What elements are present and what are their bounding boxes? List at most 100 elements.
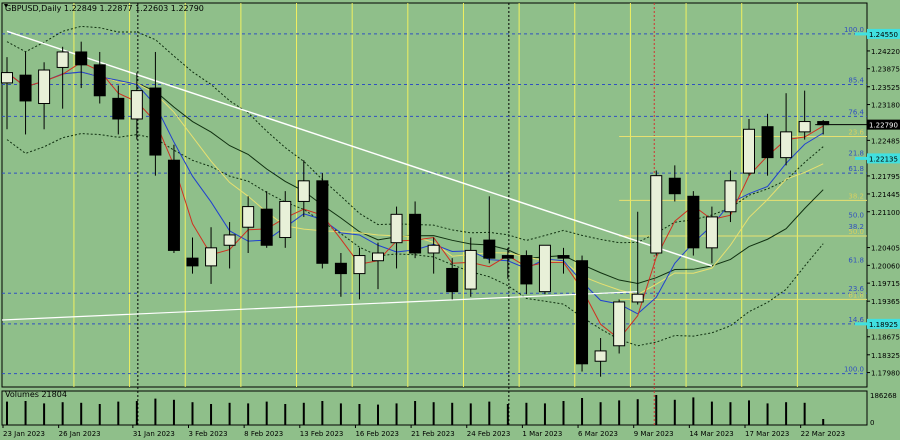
candle-body [38, 69, 51, 105]
support-line [1, 291, 638, 321]
price-tick-label: 1.23875 [871, 66, 900, 74]
candle-body [464, 249, 477, 290]
date-label: 21 Feb 2023 [411, 430, 455, 438]
candle-body [780, 131, 793, 159]
lower-band [6, 133, 824, 347]
fibo-level-label: 61.8 [848, 165, 864, 173]
candle-body [446, 267, 459, 293]
price-tick-label: 1.24220 [871, 48, 900, 56]
price-tick-label: 1.19715 [871, 280, 900, 288]
date-label: 24 Feb 2023 [467, 430, 511, 438]
date-label: 16 Feb 2023 [355, 430, 399, 438]
date-label: 3 Feb 2023 [189, 430, 228, 438]
date-label: 17 Mar 2023 [745, 430, 789, 438]
highlight-price-label: 1.24550 [869, 31, 898, 39]
fibo-level-label: 23.6 [848, 285, 864, 293]
current-price-box [867, 119, 900, 130]
candle-body [557, 255, 570, 259]
volume-label: Volumes 21804 [5, 390, 67, 399]
candle-body [130, 90, 143, 120]
candle-body [279, 200, 292, 239]
downtrend-line [6, 30, 713, 267]
candle-body [297, 180, 310, 202]
fibo-level-label: 100.0 [844, 366, 864, 374]
date-label: 14 Mar 2023 [689, 430, 733, 438]
candle-body [705, 216, 718, 249]
fibo-yellow-label: 38.2 [848, 192, 864, 200]
highlight-price-box [867, 153, 900, 164]
envelope-bands [6, 25, 824, 347]
fibo-mid-label: 50.0 [848, 211, 864, 219]
candle-body [761, 126, 774, 159]
fibo-yellow-label: 50.0 [848, 228, 864, 236]
candle-body [520, 255, 533, 285]
price-tick-label: 1.22485 [871, 137, 900, 145]
candle-body [260, 208, 273, 246]
fibo-yellow-label: 23.6 [848, 128, 864, 136]
candle-body [19, 74, 32, 102]
current-price-label: 1.22790 [869, 122, 898, 130]
price-tick-label: 1.23180 [871, 102, 900, 110]
date-label: 1 Mar 2023 [522, 430, 562, 438]
candle-body [167, 159, 180, 251]
candle-body [501, 255, 514, 259]
candle-body [372, 252, 384, 262]
candle-body [743, 128, 755, 174]
fibo-mid-label: 61.8 [848, 256, 864, 264]
price-axis: 1.24220 1.23875 1.23525 1.23180 1.22485 1.217… [815, 28, 900, 378]
candle-body [186, 257, 199, 267]
price-tick-label: 1.21100 [871, 209, 900, 217]
candle-body [223, 234, 236, 246]
candle-body [650, 175, 663, 254]
date-label: 23 Jan 2023 [3, 430, 45, 438]
price-tick-label: 1.20405 [871, 245, 900, 253]
candle-body [334, 262, 347, 275]
candle-body [613, 301, 626, 347]
date-label: 8 Feb 2023 [244, 430, 283, 438]
price-tick-label: 1.18675 [871, 334, 900, 342]
candle-body [390, 213, 403, 244]
candle-body [112, 97, 125, 120]
symbol-title: GBPUSD,Daily 1.22849 1.22877 1.22603 1.2… [5, 4, 204, 13]
candle-body [316, 180, 329, 264]
fibo-mid-label: 21.8 [848, 150, 864, 158]
volume-histogram: 186268 0 [6, 392, 897, 427]
highlight-price-label: 1.22135 [869, 155, 898, 163]
candle-body [93, 64, 106, 97]
candle-body [576, 260, 589, 365]
date-label: 22 Mar 2023 [801, 430, 845, 438]
candle-body [409, 213, 422, 254]
candle-body [687, 195, 700, 249]
date-axis: 23 Jan 2023 26 Jan 2023 31 Jan 2023 3 Feb 2… [2, 425, 845, 438]
candle-body [668, 177, 681, 195]
candlesticks [1, 41, 830, 377]
fibo-level-label: 85.4 [848, 76, 864, 84]
fibo-level-label: 14.6 [848, 316, 864, 324]
volume-axis-max: 186268 [870, 392, 897, 400]
date-label: 13 Feb 2023 [300, 430, 344, 438]
candle-body [483, 239, 496, 259]
candle-body [75, 51, 88, 66]
candle-body [1, 72, 13, 84]
price-tick-label: 1.21445 [871, 191, 900, 199]
fibo-level-label: 100.0 [844, 26, 864, 34]
fibo-yellow-label: 61.8 [848, 291, 864, 299]
chevron-down-icon[interactable] [4, 4, 8, 8]
candle-body [242, 206, 255, 228]
candle-body [56, 51, 69, 68]
date-label: 31 Jan 2023 [133, 430, 175, 438]
date-label: 26 Jan 2023 [59, 430, 101, 438]
highlight-price-label: 1.18925 [869, 321, 898, 329]
candle-body [594, 350, 607, 362]
price-tick-label: 1.17980 [871, 370, 900, 378]
candle-body [205, 247, 218, 267]
date-label: 6 Mar 2023 [578, 430, 618, 438]
price-tick-label: 1.23525 [871, 84, 900, 92]
candle-body [631, 293, 644, 303]
highlight-price-box [867, 318, 900, 329]
trendlines [1, 30, 713, 321]
candle-body [427, 244, 440, 254]
